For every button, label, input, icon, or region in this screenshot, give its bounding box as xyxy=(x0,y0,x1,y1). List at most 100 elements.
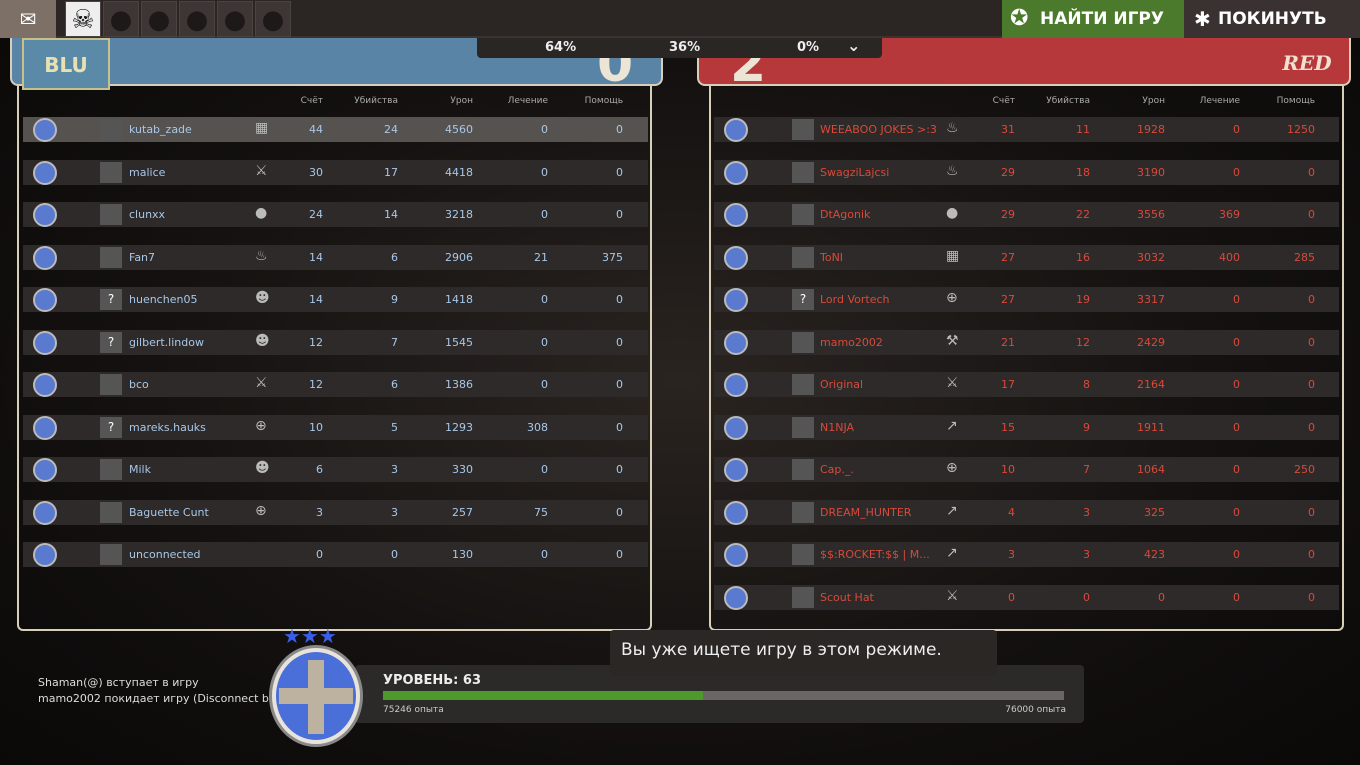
stat-healing: 0 xyxy=(1233,293,1240,306)
medal-icon xyxy=(33,288,57,312)
stat-healing: 75 xyxy=(534,505,548,519)
player-row[interactable]: unconnected 0 0 130 0 0 xyxy=(23,542,648,567)
player-row[interactable]: clunxx ● 24 14 3218 0 0 xyxy=(23,202,648,227)
player-row[interactable]: Milk ☻ 6 3 330 0 0 xyxy=(23,457,648,482)
chevron-down-icon[interactable]: ⌄ xyxy=(847,36,861,55)
player-row[interactable]: ? gilbert.lindow ☻ 12 7 1545 0 0 xyxy=(23,329,648,355)
avatar xyxy=(792,374,814,395)
player-row[interactable]: N1NJA ↗ 15 9 1911 0 0 xyxy=(714,414,1339,440)
player-name: bco xyxy=(129,378,149,391)
red-logo: RED xyxy=(1282,51,1332,75)
player-row[interactable]: SwagziLajcsi ♨ 29 18 3190 0 0 xyxy=(714,159,1339,185)
player-row[interactable]: ToNI ▦ 27 16 3032 400 285 xyxy=(714,244,1339,270)
party-slot-avatar[interactable]: ● xyxy=(179,1,215,37)
player-row[interactable]: Original ⚔ 17 8 2164 0 0 xyxy=(714,372,1339,397)
party-slot-avatar[interactable]: ● xyxy=(141,1,177,37)
chat-button[interactable]: ✉ xyxy=(0,0,56,38)
stat-assists: 250 xyxy=(1294,463,1315,476)
player-name: Fan7 xyxy=(129,250,156,264)
stat-score: 0 xyxy=(316,548,323,561)
red-scoreboard xyxy=(709,86,1344,631)
player-row[interactable]: ? Lord Vortech ⊕ 27 19 3317 0 0 xyxy=(714,287,1339,312)
stat-healing: 0 xyxy=(541,548,548,561)
chat-icon: ✉ xyxy=(19,7,37,31)
player-row[interactable]: kutab_zade ▦ 44 24 4560 0 0 xyxy=(23,117,648,142)
player-row[interactable]: Fan7 ♨ 14 6 2906 21 375 xyxy=(23,244,648,270)
party-slot-avatar[interactable]: ● xyxy=(103,1,139,37)
stat-score: 44 xyxy=(309,123,323,136)
stat-damage: 3032 xyxy=(1137,250,1165,264)
party-slot-avatar[interactable]: ☠ xyxy=(65,1,101,37)
stat-damage: 2906 xyxy=(445,250,473,264)
party-slot-avatar[interactable]: ● xyxy=(255,1,291,37)
player-row[interactable]: Baguette Cunt ⊕ 3 3 257 75 0 xyxy=(23,499,648,525)
stat-kills: 0 xyxy=(391,548,398,561)
medal-icon xyxy=(724,458,748,482)
player-row[interactable]: Cap._. ⊕ 10 7 1064 0 250 xyxy=(714,457,1339,482)
player-name: WEEABOO JOKES >:3 xyxy=(820,123,937,136)
player-row[interactable]: DREAM_HUNTER ↗ 4 3 325 0 0 xyxy=(714,499,1339,525)
stat-damage: 1911 xyxy=(1137,420,1165,434)
stat-damage: 1418 xyxy=(445,293,473,306)
avatar xyxy=(100,246,122,268)
player-row[interactable]: mamo2002 ⚒ 21 12 2429 0 0 xyxy=(714,329,1339,355)
feed-line: mamo2002 покидает игру (Disconnect by us… xyxy=(38,692,310,705)
medal-icon xyxy=(33,500,57,525)
medal-icon xyxy=(33,245,57,270)
column-header: Убийства xyxy=(354,96,398,106)
player-name: Baguette Cunt xyxy=(129,505,209,519)
stat-assists: 0 xyxy=(616,335,623,349)
stat-assists: 0 xyxy=(1308,378,1315,391)
leave-button[interactable]: ✱ ПОКИНУТЬ xyxy=(1184,0,1360,38)
find-game-button[interactable]: ✪ НАЙТИ ИГРУ xyxy=(1002,0,1184,38)
player-row[interactable]: Scout Hat ⚔ 0 0 0 0 0 xyxy=(714,584,1339,610)
stat-score: 3 xyxy=(316,505,323,519)
medal-icon xyxy=(33,543,57,567)
stat-assists: 0 xyxy=(616,505,623,519)
stat-kills: 12 xyxy=(1076,335,1090,349)
player-row[interactable]: ? mareks.hauks ⊕ 10 5 1293 308 0 xyxy=(23,414,648,440)
stat-score: 4 xyxy=(1008,505,1015,519)
player-row[interactable]: WEEABOO JOKES >:3 ♨ 31 11 1928 0 1250 xyxy=(714,117,1339,142)
stat-score: 30 xyxy=(309,165,323,179)
stat-healing: 0 xyxy=(541,378,548,391)
player-row[interactable]: ? huenchen05 ☻ 14 9 1418 0 0 xyxy=(23,287,648,312)
party-slot-avatar[interactable]: ● xyxy=(217,1,253,37)
stat-damage: 1928 xyxy=(1137,123,1165,136)
player-row[interactable]: $$:ROCKET:$$ | M... ↗ 3 3 423 0 0 xyxy=(714,542,1339,567)
ammo-icon: ▦ xyxy=(946,247,960,264)
medal-icon xyxy=(33,373,57,397)
avatar xyxy=(792,416,814,438)
avatar xyxy=(100,374,122,395)
bomb-icon: ● xyxy=(255,205,268,221)
stat-kills: 6 xyxy=(391,250,398,264)
player-row[interactable]: bco ⚔ 12 6 1386 0 0 xyxy=(23,372,648,397)
stat-damage: 1386 xyxy=(445,378,473,391)
feed-line: Shaman(@) вступает в игру xyxy=(38,676,199,689)
stat-kills: 16 xyxy=(1076,250,1090,264)
stat-healing: 0 xyxy=(541,463,548,476)
stat-kills: 24 xyxy=(384,123,398,136)
stat-score: 14 xyxy=(309,250,323,264)
knife-icon: ⚔ xyxy=(946,587,959,604)
player-name: unconnected xyxy=(129,548,201,561)
stat-healing: 0 xyxy=(1233,335,1240,349)
stat-kills: 3 xyxy=(1083,505,1090,519)
percent-1: 64% xyxy=(545,40,577,55)
crosshair-icon: ⊕ xyxy=(255,502,267,519)
player-name: $$:ROCKET:$$ | M... xyxy=(820,548,930,561)
gear-icon: ✪ xyxy=(1010,6,1029,31)
medal-icon xyxy=(33,203,57,227)
avatar xyxy=(792,331,814,353)
avatar xyxy=(792,119,814,140)
player-row[interactable]: malice ⚔ 30 17 4418 0 0 xyxy=(23,159,648,185)
stat-damage: 3190 xyxy=(1137,165,1165,179)
stat-damage: 3218 xyxy=(445,208,473,221)
xp-progress-fill xyxy=(383,691,704,700)
stat-damage: 130 xyxy=(452,548,473,561)
stat-assists: 0 xyxy=(1308,165,1315,179)
stat-healing: 0 xyxy=(1233,165,1240,179)
stat-assists: 0 xyxy=(1308,335,1315,349)
stat-score: 0 xyxy=(1008,590,1015,604)
player-row[interactable]: DtAgonik ● 29 22 3556 369 0 xyxy=(714,202,1339,227)
